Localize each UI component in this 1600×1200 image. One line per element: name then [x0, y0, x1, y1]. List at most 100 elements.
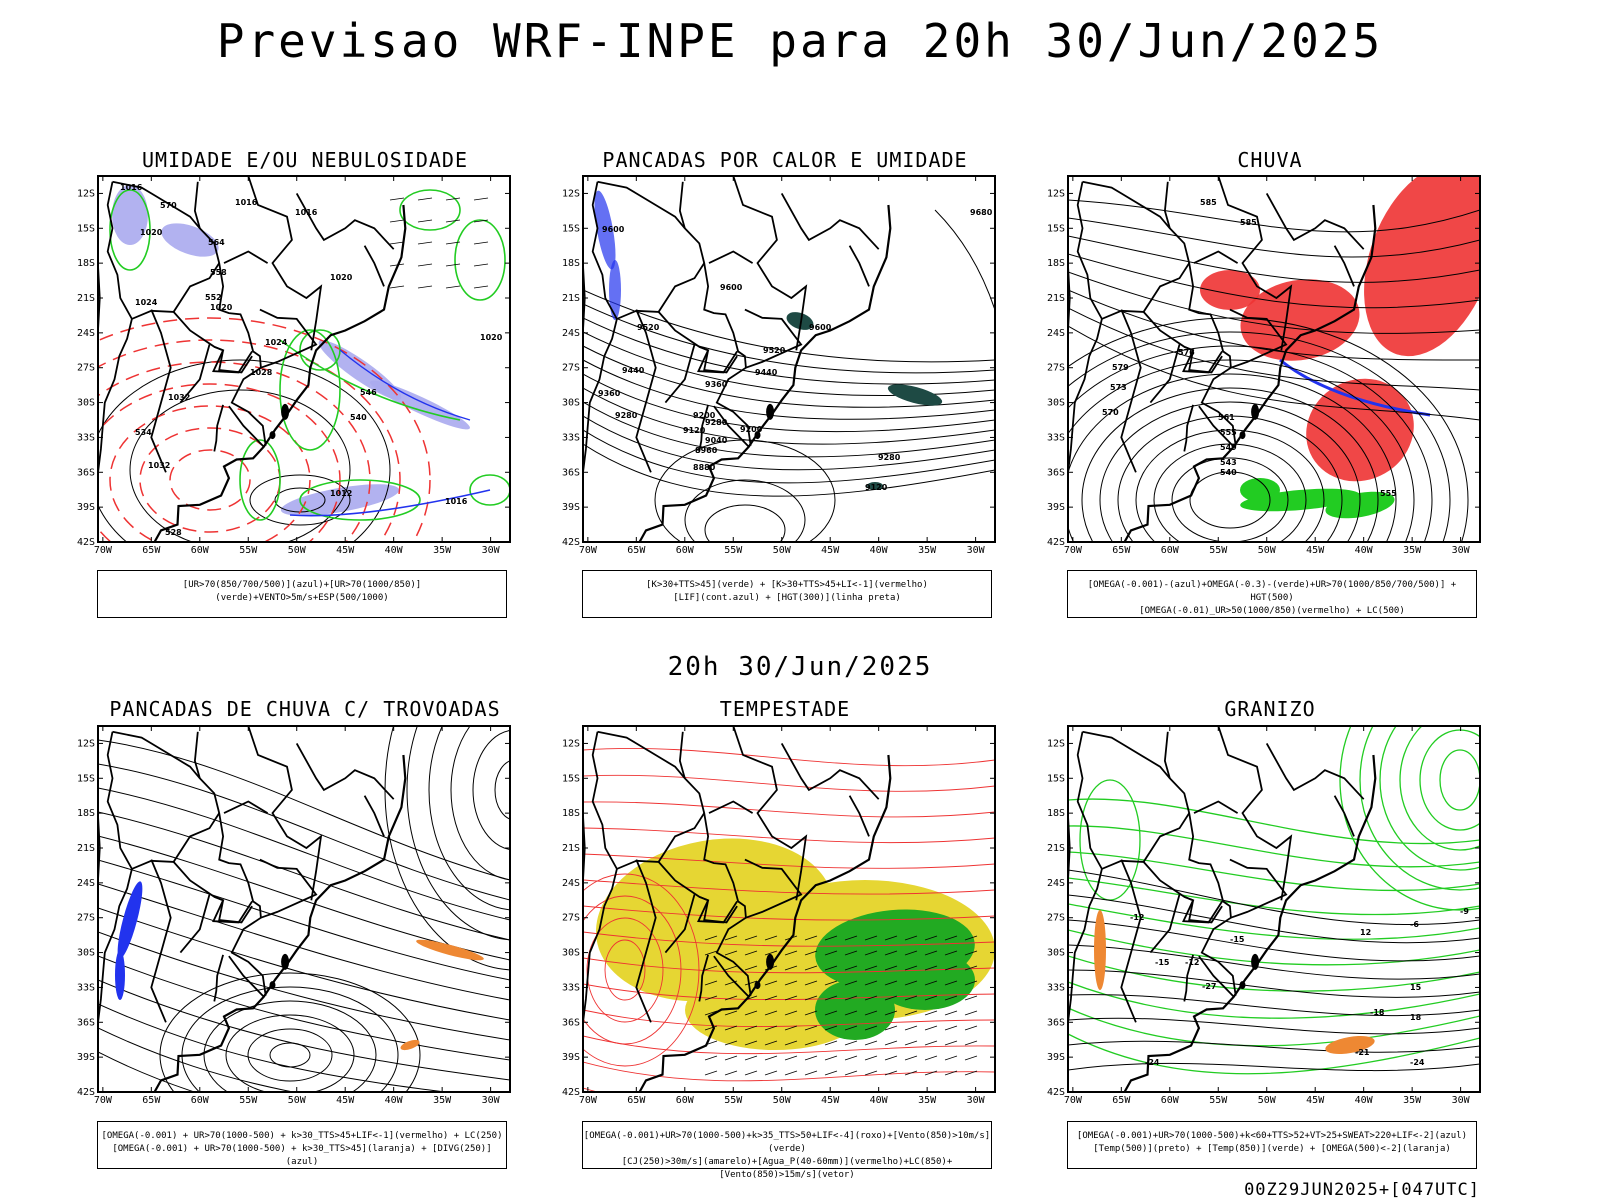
map-frame — [97, 725, 511, 1093]
border-line — [1333, 245, 1355, 287]
lat-tick-label: 42S — [562, 537, 580, 548]
lat-tick-label: 24S — [77, 878, 95, 889]
contour-label: 12 — [1360, 928, 1371, 937]
border-line — [213, 954, 224, 1002]
lat-tick-label: 21S — [77, 843, 95, 854]
legend-trovoadas: [OMEGA(-0.001) + UR>70(1000-500) + k>30_… — [97, 1121, 507, 1169]
lat-tick-label: 21S — [77, 293, 95, 304]
border-line — [1076, 181, 1190, 321]
shaded-area — [416, 939, 484, 961]
contour-label: 1024 — [135, 298, 158, 307]
lat-tick-label: 15S — [562, 773, 580, 784]
legend-line: [OMEGA(-0.001) + UR>70(1000-500) + k>30_… — [112, 1144, 492, 1167]
lat-tick-label: 12S — [1047, 188, 1065, 199]
lat-tick-label: 24S — [1047, 878, 1065, 889]
shaded-area — [1306, 378, 1414, 482]
shaded-area — [875, 950, 975, 1010]
border-line — [1183, 404, 1194, 452]
contour-label: 1032 — [168, 393, 190, 402]
contour-label: 9280 — [705, 418, 728, 427]
shaded-area — [887, 384, 943, 406]
lon-tick-label: 40W — [870, 545, 889, 556]
border-line — [583, 318, 618, 477]
border-line — [193, 731, 201, 779]
border-line — [1120, 859, 1142, 1023]
border-line — [1265, 742, 1365, 800]
contour-label: 543 — [1220, 458, 1237, 467]
border-line — [1193, 250, 1239, 264]
border-line — [591, 181, 705, 321]
streamline — [98, 931, 510, 1041]
legend-umidade: [UR>70(850/700/500)](azul)+[UR>70(1000/8… — [97, 570, 507, 618]
contour-label: 1016 — [445, 497, 468, 506]
streamline — [98, 1003, 449, 1092]
border-line — [1183, 895, 1223, 924]
lat-tick-label: 27S — [1047, 913, 1065, 924]
contour-label: 9120 — [865, 483, 888, 492]
shaded-area — [1240, 279, 1360, 361]
lat-tick-label: 27S — [562, 363, 580, 374]
contour-label: 528 — [165, 528, 182, 537]
contour-label: -9 — [1460, 907, 1469, 916]
lat-tick-label: 12S — [562, 738, 580, 749]
streamline — [98, 883, 510, 1001]
lon-tick-label: 40W — [385, 1095, 404, 1106]
streamline — [98, 787, 510, 921]
border-line — [597, 730, 752, 996]
lat-tick-label: 18S — [77, 258, 95, 269]
lat-tick-label: 30S — [1047, 948, 1065, 959]
border-line — [708, 800, 754, 814]
lon-tick-label: 70W — [94, 545, 113, 556]
contour-label: 579 — [1112, 363, 1129, 372]
lat-tick-label: 42S — [562, 1087, 580, 1098]
legend-line: [OMEGA(-0.001)-(azul)+OMEGA(-0.3)-(verde… — [1087, 580, 1457, 603]
legend-line: [CJ(250)>30m/s](amarelo)+[Agua_P(40-60mm… — [621, 1157, 953, 1180]
lat-tick-label: 36S — [562, 467, 580, 478]
lat-tick-label: 36S — [1047, 467, 1065, 478]
lon-tick-label: 65W — [142, 1095, 161, 1106]
shaded-area — [609, 260, 621, 320]
legend-line: [K>30+TTS>45](verde) + [K>30+TTS>45+LI<-… — [646, 580, 928, 590]
lat-tick-label: 36S — [77, 1017, 95, 1028]
lat-tick-label: 30S — [562, 948, 580, 959]
shaded-area — [786, 312, 814, 330]
contour-label: 1020 — [210, 303, 233, 312]
lon-tick-label: 55W — [1209, 1095, 1228, 1106]
border-line — [213, 404, 224, 452]
lon-tick-label: 40W — [1355, 545, 1374, 556]
border-line — [98, 868, 133, 1027]
contour-label: 9520 — [763, 346, 786, 355]
border-line — [112, 730, 267, 996]
lat-tick-label: 33S — [77, 432, 95, 443]
lat-tick-label: 33S — [77, 982, 95, 993]
lat-tick-label: 39S — [77, 502, 95, 513]
lon-tick-label: 30W — [967, 1095, 986, 1106]
lat-tick-label: 30S — [562, 398, 580, 409]
contour-label: 9040 — [705, 436, 728, 445]
lat-tick-label: 15S — [77, 223, 95, 234]
border-line — [259, 308, 318, 369]
contour-label: 1020 — [330, 273, 353, 282]
border-line — [1193, 800, 1239, 814]
border-line — [597, 180, 752, 446]
border-line — [150, 309, 172, 473]
border-line — [223, 250, 269, 264]
border-line — [295, 742, 395, 800]
lat-tick-label: 15S — [77, 773, 95, 784]
lat-tick-label: 39S — [562, 1052, 580, 1063]
streamline — [98, 1027, 296, 1092]
contour-label: 546 — [360, 388, 377, 397]
lat-tick-label: 18S — [562, 808, 580, 819]
shaded-area — [1094, 910, 1106, 990]
lat-tick-label: 27S — [77, 363, 95, 374]
border-line — [150, 859, 172, 1023]
coastline-west — [583, 263, 586, 339]
lon-tick-label: 40W — [870, 1095, 889, 1106]
lat-tick-label: 39S — [1047, 502, 1065, 513]
lat-tick-label: 21S — [562, 293, 580, 304]
contour-label: 9600 — [602, 225, 625, 234]
border-line — [664, 894, 696, 954]
border-line — [1229, 858, 1288, 919]
lat-tick-label: 12S — [562, 188, 580, 199]
